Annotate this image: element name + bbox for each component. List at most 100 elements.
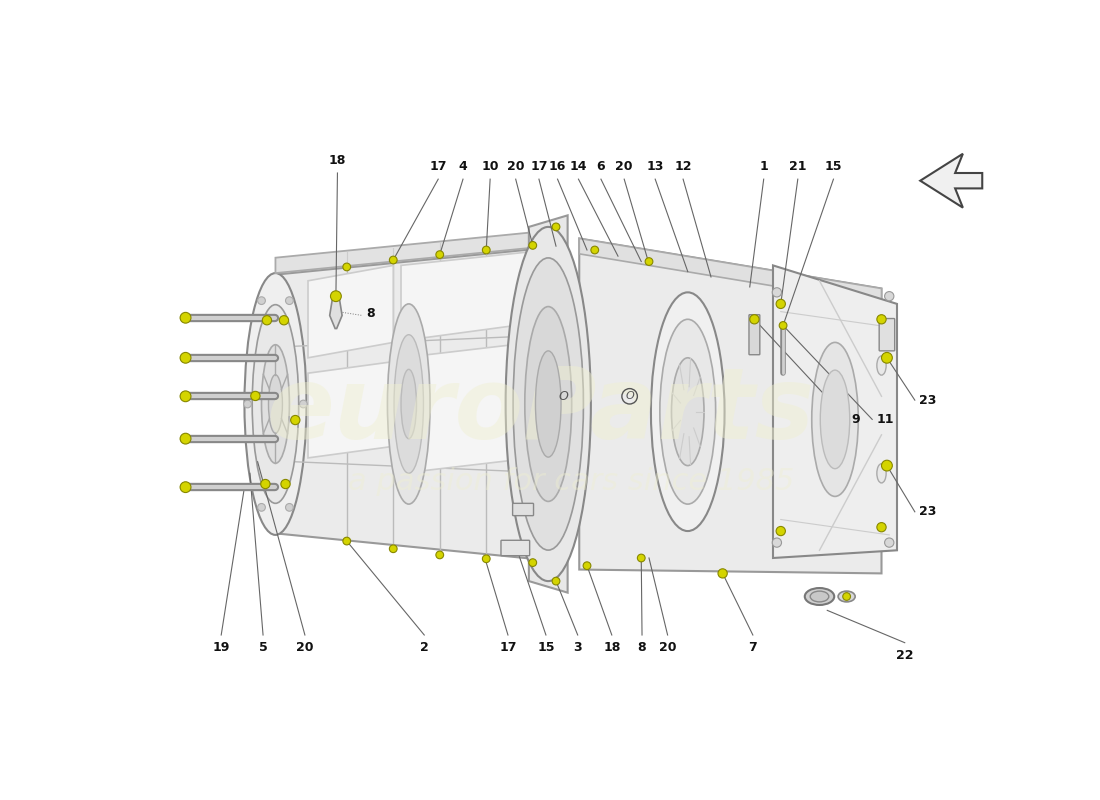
Text: 18: 18 xyxy=(329,154,346,167)
Circle shape xyxy=(877,314,887,324)
Circle shape xyxy=(436,250,443,258)
Text: 7: 7 xyxy=(748,641,757,654)
Ellipse shape xyxy=(877,356,887,375)
Polygon shape xyxy=(773,266,896,558)
Text: 17: 17 xyxy=(429,160,447,173)
Ellipse shape xyxy=(513,258,583,550)
Text: 14: 14 xyxy=(570,160,587,173)
Circle shape xyxy=(290,415,300,425)
Circle shape xyxy=(180,353,191,363)
Text: 16: 16 xyxy=(549,160,566,173)
Text: 3: 3 xyxy=(573,641,582,654)
Circle shape xyxy=(750,314,759,324)
Circle shape xyxy=(772,288,781,297)
Circle shape xyxy=(777,526,785,536)
Ellipse shape xyxy=(651,292,725,531)
Text: 10: 10 xyxy=(482,160,499,173)
Text: 17: 17 xyxy=(499,641,517,654)
Circle shape xyxy=(343,263,351,270)
Ellipse shape xyxy=(262,345,289,463)
Ellipse shape xyxy=(536,351,561,457)
Circle shape xyxy=(637,554,645,562)
Polygon shape xyxy=(402,342,532,474)
Circle shape xyxy=(251,391,260,401)
Circle shape xyxy=(343,538,351,545)
Circle shape xyxy=(244,400,252,408)
Ellipse shape xyxy=(821,370,849,469)
Text: 8: 8 xyxy=(366,306,375,320)
Text: 1: 1 xyxy=(759,160,768,173)
Text: 15: 15 xyxy=(537,641,554,654)
Circle shape xyxy=(262,316,272,325)
Text: 9: 9 xyxy=(851,413,860,426)
FancyBboxPatch shape xyxy=(749,314,760,354)
Circle shape xyxy=(180,434,191,444)
Circle shape xyxy=(389,545,397,553)
Ellipse shape xyxy=(252,305,299,503)
Ellipse shape xyxy=(811,591,828,602)
Circle shape xyxy=(877,522,887,532)
Circle shape xyxy=(552,578,560,585)
Text: 23: 23 xyxy=(918,394,936,406)
Circle shape xyxy=(583,562,591,570)
Circle shape xyxy=(843,593,850,600)
Circle shape xyxy=(483,246,491,254)
Text: a passion for cars since 1985: a passion for cars since 1985 xyxy=(349,466,794,495)
Circle shape xyxy=(884,291,894,301)
Text: O: O xyxy=(625,391,634,402)
Circle shape xyxy=(261,479,270,489)
Circle shape xyxy=(257,503,265,511)
Circle shape xyxy=(436,551,443,558)
Text: 6: 6 xyxy=(596,160,605,173)
Ellipse shape xyxy=(671,358,704,466)
Text: 20: 20 xyxy=(507,160,525,173)
Text: 4: 4 xyxy=(459,160,468,173)
Polygon shape xyxy=(921,154,982,208)
Circle shape xyxy=(483,555,491,562)
Text: 19: 19 xyxy=(212,641,230,654)
Circle shape xyxy=(552,223,560,230)
Circle shape xyxy=(180,391,191,402)
FancyBboxPatch shape xyxy=(879,318,894,351)
Text: 22: 22 xyxy=(896,649,913,662)
Polygon shape xyxy=(275,231,540,273)
Text: 5: 5 xyxy=(258,641,267,654)
Polygon shape xyxy=(529,215,568,593)
Polygon shape xyxy=(580,238,881,304)
Polygon shape xyxy=(402,251,532,341)
Circle shape xyxy=(180,312,191,323)
Text: 23: 23 xyxy=(918,506,936,518)
Circle shape xyxy=(330,291,341,302)
Ellipse shape xyxy=(805,588,834,605)
Circle shape xyxy=(529,242,537,250)
Ellipse shape xyxy=(402,370,417,438)
Text: 17: 17 xyxy=(530,160,548,173)
Text: euroParts: euroParts xyxy=(266,363,815,460)
Circle shape xyxy=(286,297,294,305)
Text: 13: 13 xyxy=(647,160,664,173)
Polygon shape xyxy=(330,296,342,329)
Ellipse shape xyxy=(268,374,283,434)
Circle shape xyxy=(279,316,288,325)
Circle shape xyxy=(529,558,537,566)
FancyBboxPatch shape xyxy=(513,503,534,516)
Circle shape xyxy=(881,460,892,471)
Ellipse shape xyxy=(394,334,424,474)
Ellipse shape xyxy=(812,342,858,496)
Text: 11: 11 xyxy=(876,413,893,426)
Circle shape xyxy=(645,258,653,266)
Circle shape xyxy=(280,479,290,489)
Circle shape xyxy=(180,482,191,493)
Text: 2: 2 xyxy=(420,641,429,654)
Text: 20: 20 xyxy=(296,641,314,654)
Polygon shape xyxy=(308,362,394,458)
Ellipse shape xyxy=(838,591,855,602)
Circle shape xyxy=(299,400,307,408)
Ellipse shape xyxy=(506,227,591,581)
Circle shape xyxy=(591,246,598,254)
Ellipse shape xyxy=(387,304,430,504)
Text: 20: 20 xyxy=(659,641,676,654)
Text: 21: 21 xyxy=(789,160,806,173)
FancyBboxPatch shape xyxy=(500,540,530,556)
Circle shape xyxy=(389,256,397,264)
